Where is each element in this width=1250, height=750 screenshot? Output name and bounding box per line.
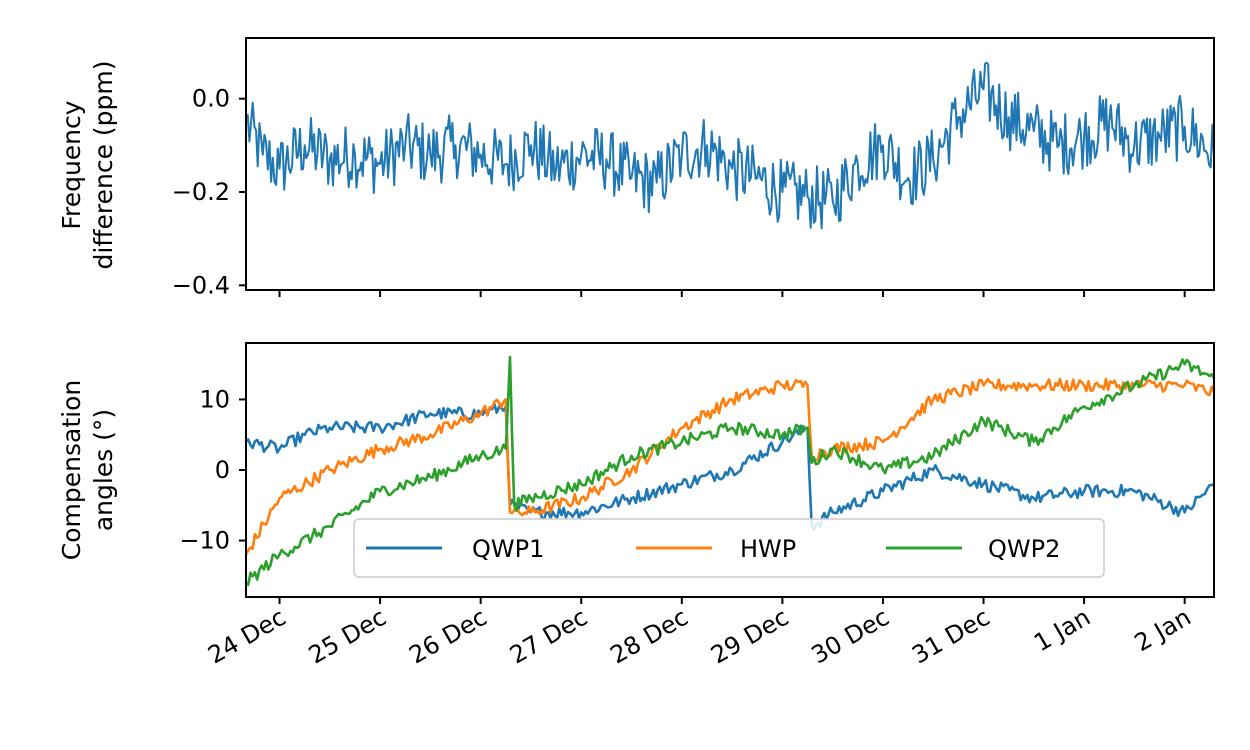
- xtick-label: 30 Dec: [807, 603, 894, 670]
- legend-box: [353, 518, 1105, 578]
- xtick-label: 1 Jan: [1029, 603, 1095, 657]
- ytick-label: 0.0: [192, 85, 230, 113]
- legend-label-qwp2: QWP2: [988, 535, 1060, 563]
- bottom-ylabel-line2: angles (°): [89, 409, 118, 531]
- ytick-label: −0.4: [172, 271, 230, 299]
- top-ylabel-line1: Frequency: [57, 100, 86, 229]
- compensation-angles-panel: 10 0 −10 24 Dec 25 Dec 26 Dec 27 Dec 28 Dec 29 D…: [57, 342, 1216, 670]
- ytick-label: 10: [199, 385, 230, 413]
- legend: QWP1 HWP QWP2: [353, 518, 1105, 578]
- xtick-label: 27 Dec: [505, 603, 592, 670]
- xtick-label: 25 Dec: [304, 603, 391, 670]
- ytick-label: −0.2: [172, 178, 230, 206]
- ytick-label: −10: [179, 527, 230, 555]
- legend-label-qwp1: QWP1: [472, 535, 544, 563]
- ytick-label: 0: [215, 456, 230, 484]
- xtick-label: 24 Dec: [203, 603, 290, 670]
- xtick-label: 31 Dec: [907, 603, 994, 670]
- top-plot-frame: [245, 37, 1215, 291]
- xtick-label: 26 Dec: [404, 603, 491, 670]
- xtick-label: 2 Jan: [1130, 603, 1196, 657]
- series-line: [245, 61, 1215, 230]
- bottom-ylabel-line1: Compensation: [57, 380, 86, 560]
- frequency-difference-panel: 0.0 −0.2 −0.4 Frequency difference (ppm): [57, 37, 1215, 299]
- top-ylabel-line2: difference (ppm): [89, 60, 118, 269]
- legend-label-hwp: HWP: [740, 535, 796, 563]
- series-line-qwp1: [245, 402, 1215, 531]
- xtick-label: 28 Dec: [606, 603, 693, 670]
- series-line-qwp2: [245, 355, 1216, 587]
- xtick-label: 29 Dec: [706, 603, 793, 670]
- series-line-hwp: [244, 377, 1216, 556]
